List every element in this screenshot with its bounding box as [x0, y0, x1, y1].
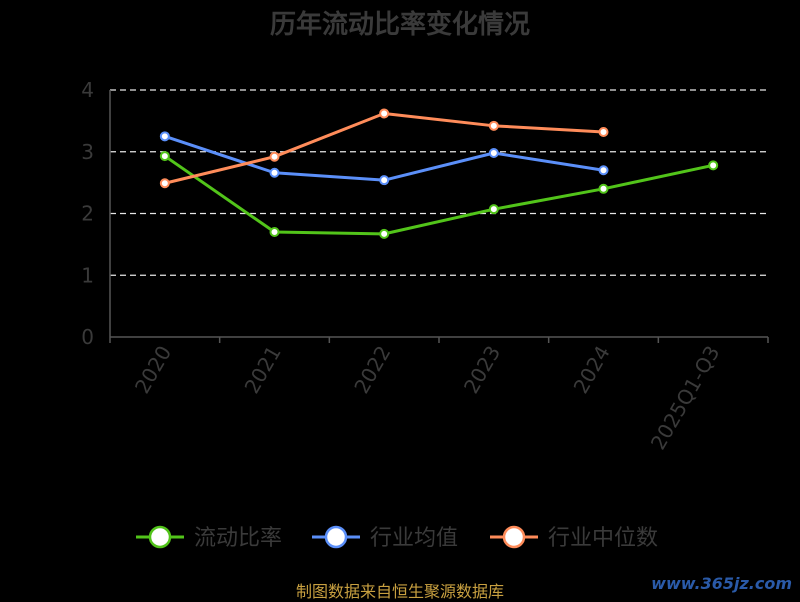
data-point[interactable]	[379, 228, 390, 239]
watermark-logo: www.365jz.com	[651, 574, 792, 593]
gridlines	[110, 89, 768, 276]
x-tick-label: 2021	[240, 342, 286, 398]
x-tick-label: 2020	[130, 342, 176, 398]
legend-label[interactable]: 行业均值	[370, 526, 458, 551]
x-tick-label: 2024	[569, 342, 615, 398]
legend-label[interactable]: 流动比率	[194, 526, 282, 551]
data-point[interactable]	[598, 183, 609, 194]
data-point[interactable]	[379, 175, 390, 186]
series-line	[164, 134, 604, 182]
chart-title: 历年流动比率变化情况	[270, 9, 530, 40]
x-tick-label: 2022	[349, 342, 395, 398]
data-point[interactable]	[159, 178, 170, 189]
series-lines	[159, 108, 719, 239]
source-note: 制图数据来自恒生聚源数据库	[295, 582, 504, 601]
data-point[interactable]	[598, 165, 609, 176]
x-tick-label: 2023	[459, 342, 505, 398]
data-point[interactable]	[379, 108, 390, 119]
x-tick-label: 2025Q1-Q3	[646, 342, 725, 454]
data-point[interactable]	[269, 227, 280, 238]
series-line	[163, 154, 714, 236]
data-point[interactable]	[598, 126, 609, 137]
data-point[interactable]	[708, 160, 719, 171]
legend: 流动比率 行业均值 行业中位数	[136, 525, 658, 551]
y-tick-label: 4	[81, 78, 94, 102]
axes: 0 1 2 3 4 2020 2021 2022 2023 2024 2025Q1-Q3	[81, 78, 769, 454]
y-tick-label: 0	[81, 325, 94, 349]
legend-marker	[148, 525, 172, 549]
y-tick-label: 2	[81, 202, 94, 226]
legend-marker	[324, 525, 348, 549]
legend-label[interactable]: 行业中位数	[548, 526, 658, 551]
data-point[interactable]	[269, 167, 280, 178]
data-point[interactable]	[488, 147, 499, 158]
series-line	[164, 111, 604, 185]
legend-marker	[502, 525, 526, 549]
data-point[interactable]	[488, 120, 499, 131]
data-point[interactable]	[159, 131, 170, 142]
y-tick-label: 3	[81, 140, 94, 164]
y-tick-label: 1	[81, 263, 94, 287]
data-point[interactable]	[269, 151, 280, 162]
data-point[interactable]	[488, 204, 499, 215]
data-point[interactable]	[159, 151, 170, 162]
